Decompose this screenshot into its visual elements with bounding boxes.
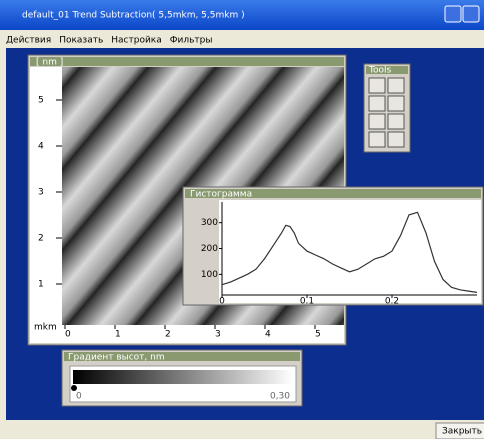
histogram-title: Гистограмма (190, 190, 252, 200)
gradient-max: 0,30 (270, 392, 290, 402)
y-tick-label: 300 (201, 218, 218, 228)
y-tick-label: 5 (38, 96, 44, 106)
x-tick-label: 3 (215, 330, 221, 340)
x-axis-strip (30, 325, 344, 343)
close-window-button[interactable] (463, 6, 479, 22)
tool-button[interactable] (388, 96, 404, 111)
x-tick-label: 0 (65, 330, 71, 340)
image-window-titlebar (30, 57, 344, 66)
histogram-plot (219, 200, 481, 303)
tool-button[interactable] (388, 114, 404, 129)
gradient-bar (73, 370, 293, 384)
y-tick-label: 4 (38, 142, 44, 152)
menu-item[interactable]: Настройка (111, 36, 162, 46)
y-tick-label: 2 (38, 234, 44, 244)
x-tick-label: 0.2 (385, 297, 399, 307)
close-button-label: Закрыть (442, 427, 482, 437)
tool-button[interactable] (369, 78, 385, 93)
gradient-slider[interactable] (71, 385, 77, 391)
x-tick-label: 1 (115, 330, 121, 340)
menu-item[interactable]: Показать (59, 36, 103, 46)
x-tick-label: 5 (315, 330, 321, 340)
window-title: default_01 Trend Subtraction( 5,5mkm, 5,… (22, 11, 245, 21)
y-tick-label: 100 (201, 270, 218, 280)
y-axis-strip (30, 67, 62, 325)
tool-button[interactable] (388, 78, 404, 93)
axis-unit: mkm (34, 323, 57, 333)
menu-item[interactable]: Действия (6, 36, 51, 46)
tool-button[interactable] (369, 114, 385, 129)
x-tick-label: 0.1 (300, 297, 314, 307)
minimize-button[interactable] (445, 6, 461, 22)
y-tick-label: 3 (38, 188, 44, 198)
x-tick-label: 4 (265, 330, 271, 340)
y-tick-label: 1 (38, 280, 44, 290)
tool-button[interactable] (369, 96, 385, 111)
y-tick-label: 200 (201, 244, 218, 254)
image-window-title: [ nm ] (36, 58, 63, 68)
gradient-title: Градиент высот, nm (68, 353, 165, 363)
x-tick-label: 2 (165, 330, 171, 340)
tool-button[interactable] (369, 132, 385, 147)
menu-item[interactable]: Фильтры (170, 36, 213, 46)
status-bar (0, 420, 484, 439)
left-border (0, 48, 6, 420)
tools-title: Tools (368, 66, 391, 76)
tool-button[interactable] (388, 132, 404, 147)
x-tick-label: 0 (219, 297, 225, 307)
gradient-min: 0 (76, 392, 82, 402)
screen: default_01 Trend Subtraction( 5,5mkm, 5,… (0, 0, 484, 439)
